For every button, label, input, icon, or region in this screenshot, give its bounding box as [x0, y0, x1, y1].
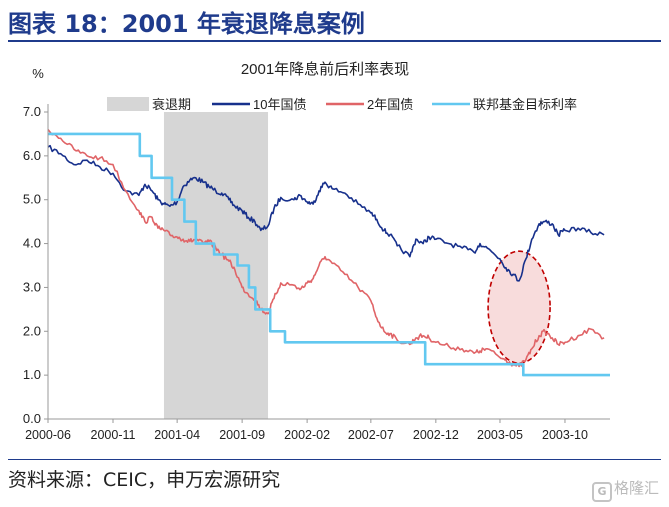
footer-rule — [8, 459, 661, 460]
title-rule — [8, 40, 661, 42]
x-tick-label: 2001-09 — [219, 428, 265, 442]
recession-band — [163, 112, 269, 419]
figure-title: 图表 18：2001 年衰退降息案例 — [8, 10, 365, 38]
x-tick-label: 2001-04 — [154, 428, 200, 442]
x-tick-label: 2002-12 — [413, 428, 459, 442]
legend-label: 衰退期 — [152, 97, 191, 112]
chart-title: 2001年降息前后利率表现 — [241, 61, 409, 78]
x-tick-label: 2002-02 — [284, 428, 330, 442]
legend-swatch-recession — [107, 97, 149, 111]
axes: 0.0 1.0 2.0 3.0 4.0 5.0 6.0 7.0 2000-06 2000-11 20… — [23, 104, 610, 442]
y-axis-unit: % — [32, 66, 44, 81]
rate-chart: 2001年降息前后利率表现 % 衰退期 10年国债 2年国债 联邦基金目标利率 0.0… — [23, 61, 610, 442]
y-tick-label: 5.0 — [23, 192, 41, 207]
x-tick-label: 2003-10 — [542, 428, 588, 442]
legend-label: 10年国债 — [253, 97, 306, 112]
g-logo-icon: G — [591, 482, 612, 502]
series-line-0 — [47, 144, 605, 282]
y-tick-label: 3.0 — [23, 279, 41, 294]
plot-area — [47, 112, 610, 419]
x-tick-label: 2002-07 — [348, 428, 394, 442]
y-tick-label: 0.0 — [23, 411, 41, 426]
watermark-text: 格隆汇 — [613, 479, 659, 497]
y-tick-label: 7.0 — [23, 104, 41, 119]
x-tick-label: 2003-05 — [477, 428, 523, 442]
highlight-ellipse — [487, 250, 551, 364]
legend-label: 联邦基金目标利率 — [473, 97, 577, 112]
series-line-1 — [47, 128, 605, 368]
source-note: 资料来源：CEIC，申万宏源研究 — [8, 469, 281, 491]
y-tick-label: 1.0 — [23, 367, 41, 382]
series-line-2 — [48, 132, 610, 377]
legend-label: 2年国债 — [367, 97, 413, 112]
chart-legend: 衰退期 10年国债 2年国债 联邦基金目标利率 — [107, 97, 577, 112]
x-tick-label: 2000-06 — [25, 428, 71, 442]
y-tick-label: 4.0 — [23, 236, 41, 251]
x-tick-label: 2000-11 — [91, 428, 136, 442]
y-tick-label: 6.0 — [23, 148, 41, 163]
watermark: G 格隆汇 — [591, 477, 659, 502]
y-tick-label: 2.0 — [23, 323, 41, 338]
